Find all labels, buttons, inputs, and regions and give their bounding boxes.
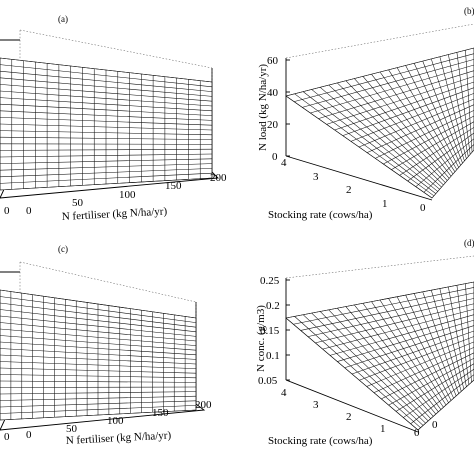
panel-d-mesh-line-v16 bbox=[422, 291, 459, 394]
panel-c-xtick-50: 50 bbox=[66, 423, 78, 435]
panel-b-mesh-line-v19 bbox=[448, 54, 469, 157]
panel-d-mesh-line-v11 bbox=[379, 299, 447, 406]
panel-c-xtick-200: 200 bbox=[195, 399, 212, 411]
panel-a-xtick-150: 150 bbox=[165, 180, 182, 192]
panel-c: (c) 0 0 50 100 150 200 N fertiliser (kg … bbox=[0, 244, 212, 447]
panel-b-xtick-1: 1 bbox=[382, 198, 388, 210]
panel-d-mesh-line-v13 bbox=[396, 296, 452, 401]
panel-b-mesh-line-v0 bbox=[285, 95, 433, 199]
panel-b-mesh-line-v1 bbox=[294, 93, 435, 197]
panel-a-xtick-0a: 0 bbox=[4, 205, 10, 217]
panel-b-ztick-60: 60 bbox=[267, 55, 279, 67]
panel-b-xlabel: Stocking rate (cows/ha) bbox=[268, 209, 373, 221]
panel-d-ztick-02: 0.2 bbox=[266, 300, 280, 312]
panel-d-floor-left bbox=[285, 379, 419, 433]
panel-d-mesh-line-v21 bbox=[465, 283, 472, 383]
panel-b-mesh-line-v5 bbox=[328, 84, 442, 188]
panel-d-mesh-line-v2 bbox=[302, 314, 424, 426]
panel-d-mesh-line-v15 bbox=[413, 293, 457, 397]
panel-a-letter: (a) bbox=[58, 14, 68, 24]
panel-d-xlabel: Stocking rate (cows/ha) bbox=[268, 435, 373, 447]
panel-d-mesh-line-v8 bbox=[354, 304, 439, 412]
panel-d-mesh-line-v18 bbox=[439, 288, 465, 390]
panel-a-surface bbox=[0, 57, 213, 191]
panel-b-floor-left bbox=[285, 155, 433, 201]
panel-b-mesh-line-v2 bbox=[302, 91, 436, 194]
panel-b-mesh-line-v8 bbox=[354, 78, 448, 181]
panel-d-xtick-0b: 0 bbox=[432, 419, 438, 431]
panel-c-surface bbox=[0, 289, 197, 421]
panel-d-xtick-3: 3 bbox=[313, 399, 319, 411]
panel-b-mesh-line-v14 bbox=[405, 65, 459, 168]
panel-d-mesh-line-v19 bbox=[448, 286, 467, 387]
panel-d-mesh-line-v12 bbox=[388, 298, 449, 403]
panel-d-mesh-line-v17 bbox=[431, 290, 462, 392]
panel-b-ztick-40: 40 bbox=[267, 87, 279, 99]
panel-b-ylabel: N load (kg N/ha/yr) bbox=[257, 64, 269, 151]
panel-d: 0.25 0.2 0.15 0.1 0.05 4 3 2 1 0 0 Stock… bbox=[255, 238, 474, 447]
panel-d-mesh-line-v20 bbox=[456, 285, 470, 385]
panel-a: (a) 0 0 50 100 150 200 N fertiliser (kg … bbox=[0, 14, 227, 223]
panel-b-letter: (b) bbox=[464, 6, 474, 16]
panel-d-mesh-line-v1 bbox=[294, 316, 421, 428]
panel-b-mesh-line-v4 bbox=[320, 87, 440, 190]
panel-b-mesh-line-v6 bbox=[337, 82, 444, 186]
panel-b-mesh-line-v13 bbox=[396, 67, 458, 170]
panel-d-xtick-1: 1 bbox=[380, 423, 386, 435]
panel-c-letter: (c) bbox=[58, 244, 68, 254]
panel-d-mesh-line-v3 bbox=[311, 312, 426, 424]
panel-b-mesh-line-v3 bbox=[311, 89, 438, 192]
panel-c-xtick-0a: 0 bbox=[4, 431, 10, 443]
panel-b-xtick-2: 2 bbox=[346, 184, 352, 196]
panel-b-mesh-line-v7 bbox=[345, 80, 446, 183]
panel-b-mesh-line-v16 bbox=[422, 60, 463, 164]
panel-a-xtick-0b: 0 bbox=[26, 205, 32, 217]
panel-c-xlabel: N fertiliser (kg N/ha/yr) bbox=[66, 429, 172, 447]
panel-d-surface bbox=[285, 281, 474, 431]
panel-b-mesh-line-v18 bbox=[439, 56, 467, 159]
panel-b-mesh-line-v12 bbox=[388, 69, 456, 172]
panel-d-letter: (d) bbox=[464, 238, 474, 248]
panel-d-xtick-2: 2 bbox=[346, 411, 352, 423]
panel-b-back-top bbox=[285, 23, 474, 59]
panel-b-mesh-line-v17 bbox=[431, 58, 465, 161]
panel-d-back-top bbox=[285, 255, 474, 279]
panel-b-surface bbox=[285, 47, 474, 199]
panel-b-mesh-line-v21 bbox=[465, 50, 473, 153]
panel-d-mesh-line-v10 bbox=[371, 301, 444, 408]
panel-d-ylabel: N conc. (g/m3) bbox=[255, 305, 267, 372]
panel-d-xtick-4: 4 bbox=[281, 387, 287, 399]
panel-b-mesh-line-v11 bbox=[379, 71, 454, 175]
panel-b-mesh-line-v10 bbox=[371, 74, 452, 177]
panel-d-ztick-005: 0.05 bbox=[258, 375, 278, 387]
panel-c-xtick-0b: 0 bbox=[26, 429, 32, 441]
panel-d-ztick-025: 0.25 bbox=[260, 275, 280, 287]
panel-d-mesh-line-v14 bbox=[405, 294, 454, 399]
panel-b: 60 40 20 0 4 3 2 1 0 Stocking rate (cows… bbox=[257, 6, 474, 221]
panel-b-ztick-20: 20 bbox=[267, 119, 279, 131]
panel-b-mesh-line-v15 bbox=[413, 63, 461, 166]
panel-a-xlabel: N fertiliser (kg N/ha/yr) bbox=[62, 205, 168, 223]
panel-d-mesh-line-v4 bbox=[319, 311, 429, 422]
panel-d-mesh-line-v6 bbox=[337, 307, 434, 417]
panel-b-xtick-3: 3 bbox=[313, 171, 319, 183]
panel-d-ztick-01: 0.1 bbox=[266, 350, 280, 362]
panel-b-mesh-line-v20 bbox=[456, 52, 471, 155]
panel-c-xtick-150: 150 bbox=[152, 407, 169, 419]
panel-d-mesh-line-v9 bbox=[362, 303, 442, 410]
panel-b-xtick-4: 4 bbox=[281, 157, 287, 169]
panel-b-ztick-0: 0 bbox=[272, 151, 278, 163]
panel-b-mesh-line-v9 bbox=[362, 76, 450, 179]
panel-a-xtick-50: 50 bbox=[72, 197, 84, 209]
panel-a-xtick-200: 200 bbox=[210, 172, 227, 184]
panel-d-xtick-0a: 0 bbox=[414, 427, 420, 439]
panel-b-xtick-0: 0 bbox=[420, 202, 426, 214]
panel-d-mesh-line-v5 bbox=[328, 309, 431, 419]
panel-c-xtick-100: 100 bbox=[107, 415, 124, 427]
panel-d-ztick-015: 0.15 bbox=[260, 325, 280, 337]
panel-d-mesh-line-v0 bbox=[285, 317, 419, 431]
panel-a-xtick-100: 100 bbox=[119, 189, 136, 201]
panel-d-mesh-line-v7 bbox=[345, 306, 437, 415]
